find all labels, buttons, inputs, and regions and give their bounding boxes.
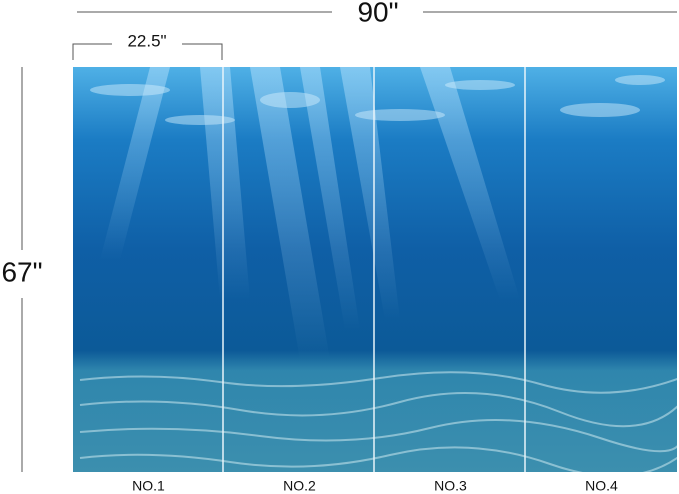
- underwater-scene: [73, 67, 677, 472]
- panel-labels: NO.1 NO.2 NO.3 NO.4: [132, 478, 618, 494]
- label-background: [112, 33, 182, 51]
- panel-label: NO.3: [434, 478, 467, 494]
- panel-width-label: 22.5": [127, 31, 166, 50]
- panel-dividers: [222, 67, 526, 472]
- panel-label: NO.2: [283, 478, 316, 494]
- height-label: 67": [1, 256, 42, 287]
- width-label: 90": [357, 0, 398, 27]
- panel-label: NO.1: [132, 478, 165, 494]
- panel-label: NO.4: [585, 478, 618, 494]
